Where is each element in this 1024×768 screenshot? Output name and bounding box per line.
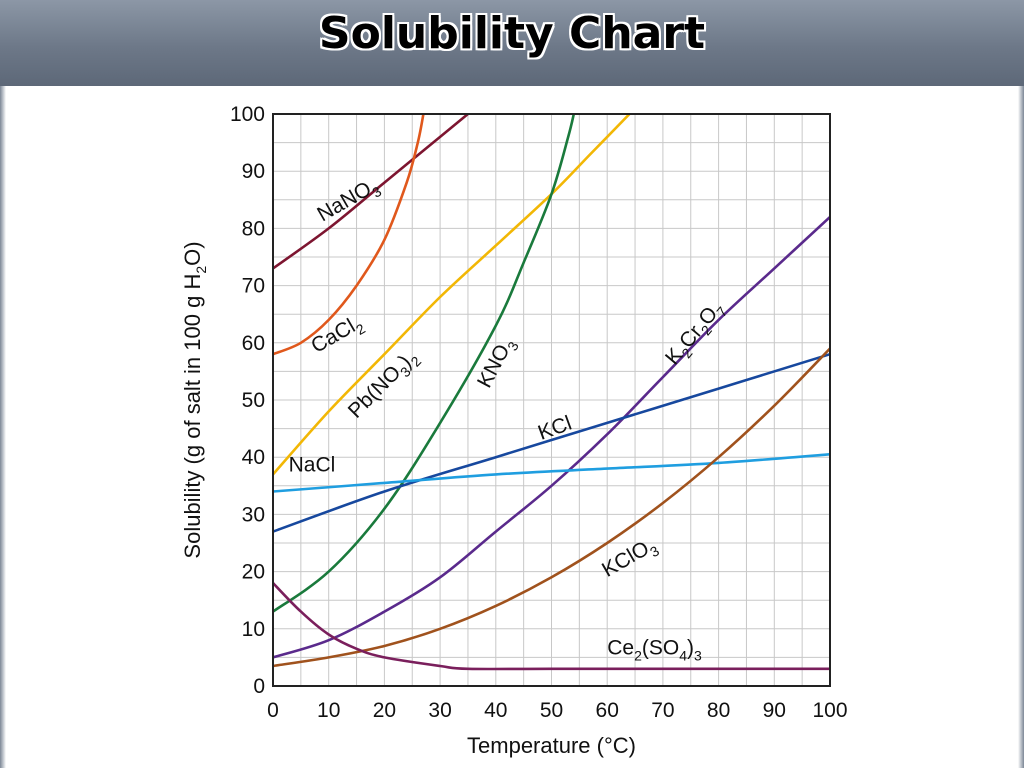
x-axis-label: Temperature (°C) (467, 733, 636, 758)
x-tick-label: 100 (812, 699, 847, 722)
x-tick-labels: 0 10 20 30 40 50 60 70 80 90 100 (267, 699, 847, 722)
curves (273, 114, 830, 671)
series-line-0 (273, 114, 470, 270)
series-label-0: NaNO3 (313, 173, 384, 230)
x-tick-label: 0 (267, 699, 279, 722)
x-tick-label: 60 (596, 699, 619, 722)
series-line-3 (273, 114, 576, 613)
y-tick-label: 30 (242, 503, 265, 526)
series-line-4 (273, 215, 830, 659)
series-label-4: K2Cr2O7 (661, 296, 731, 372)
y-tick-label: 10 (242, 618, 265, 641)
x-tick-label: 80 (707, 699, 730, 722)
series-line-1 (273, 114, 425, 356)
plot-frame (272, 113, 831, 687)
y-tick-label: 80 (242, 217, 265, 240)
x-tick-label: 70 (651, 699, 674, 722)
solubility-chart: 0 10 20 30 40 50 60 70 80 90 100 0 10 20 30 40 50 60 70 80… (180, 103, 848, 758)
left-edge-gradient (0, 86, 6, 768)
series-line-7 (273, 347, 830, 668)
x-tick-label: 40 (484, 699, 507, 722)
grid (272, 113, 831, 687)
y-tick-label: 40 (242, 446, 265, 469)
y-axis-label: Solubility (g of salt in 100 g H2O) (180, 241, 209, 558)
x-tick-label: 90 (763, 699, 786, 722)
y-tick-label: 100 (230, 103, 265, 126)
right-edge-gradient (1018, 86, 1024, 768)
y-tick-label: 0 (253, 675, 265, 698)
series-line-5 (273, 352, 830, 533)
page-title: Solubility Chart (318, 8, 706, 59)
series-label-7: KClO3 (598, 533, 662, 585)
x-tick-label: 20 (373, 699, 396, 722)
series-label-8: Ce2(SO4)3 (607, 637, 702, 664)
title-bar: Solubility Chart (0, 0, 1024, 86)
series-line-6 (273, 453, 830, 493)
x-tick-label: 10 (317, 699, 340, 722)
y-tick-label: 50 (242, 389, 265, 412)
y-tick-label: 60 (242, 332, 265, 355)
series-label-6: NaCl (289, 454, 336, 477)
x-tick-label: 30 (428, 699, 451, 722)
y-tick-label: 70 (242, 275, 265, 298)
series-line-2 (273, 114, 631, 476)
y-tick-labels: 0 10 20 30 40 50 60 70 80 90 100 (230, 103, 265, 698)
x-tick-label: 50 (540, 699, 563, 722)
series-line-8 (273, 581, 830, 671)
series-label-5: KCl (535, 412, 575, 445)
series-label-1: CaCl2 (307, 311, 368, 362)
y-tick-label: 90 (242, 160, 265, 183)
y-tick-label: 20 (242, 561, 265, 584)
